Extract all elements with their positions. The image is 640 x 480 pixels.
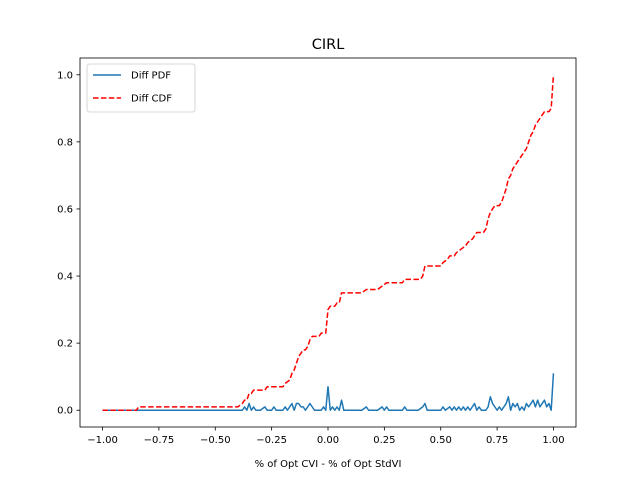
- series-line-diff-pdf: [102, 373, 555, 411]
- x-axis-label: % of Opt CVI - % of Opt StdVI: [255, 459, 402, 470]
- x-tick-label: 0.00: [317, 435, 339, 446]
- x-tick-label: 0.25: [373, 435, 395, 446]
- series-layer: [102, 74, 555, 411]
- y-tick-label: 0.8: [57, 137, 73, 148]
- x-tick-label: −0.50: [200, 435, 231, 446]
- x-tick-label: 0.50: [430, 435, 452, 446]
- y-axis-ticks: 0.0 0.2 0.4 0.6 0.8 1.0: [57, 70, 80, 417]
- x-tick-label: −1.00: [87, 435, 118, 446]
- x-axis-ticks: −1.00 −0.75 −0.50 −0.25 0.00 0.25 0.50 0.75 1.00: [87, 427, 565, 446]
- legend: Diff PDF Diff CDF: [86, 63, 196, 113]
- x-tick-label: −0.25: [256, 435, 287, 446]
- y-tick-label: 0.0: [57, 406, 73, 417]
- legend-label: Diff PDF: [131, 71, 171, 82]
- x-tick-label: 1.00: [542, 435, 564, 446]
- x-tick-label: 0.75: [486, 435, 508, 446]
- y-tick-label: 0.2: [57, 339, 73, 350]
- legend-box: [86, 63, 196, 113]
- legend-label: Diff CDF: [131, 94, 172, 105]
- chart-title: CIRL: [312, 37, 345, 53]
- x-tick-label: −0.75: [144, 435, 175, 446]
- y-tick-label: 0.4: [57, 272, 73, 283]
- y-tick-label: 0.6: [57, 204, 73, 215]
- y-tick-label: 1.0: [57, 70, 73, 81]
